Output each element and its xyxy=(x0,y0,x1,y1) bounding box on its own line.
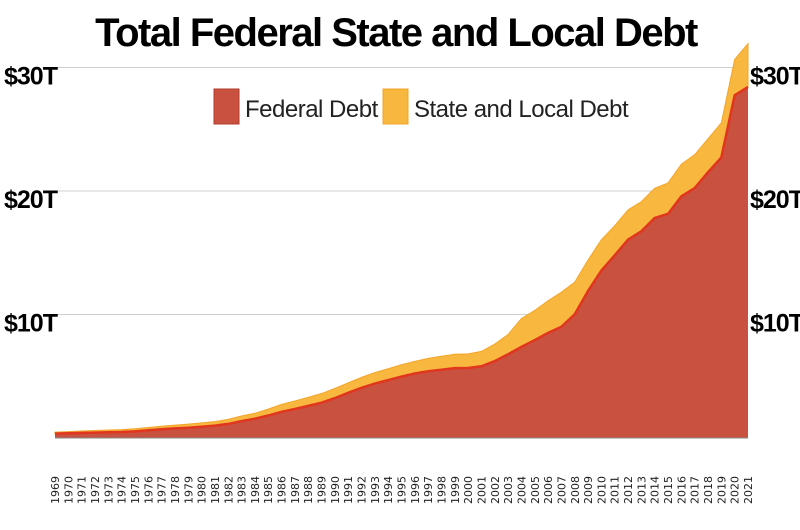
x-tick-label: 2005 xyxy=(529,476,542,504)
x-tick-label: 1988 xyxy=(302,476,315,504)
x-tick-label: 2018 xyxy=(702,476,715,504)
x-tick-label: 2019 xyxy=(715,476,728,504)
x-tick-label: 1983 xyxy=(236,476,249,504)
x-tick-label: 1998 xyxy=(435,476,448,504)
x-tick-label: 1987 xyxy=(289,476,302,504)
legend-label-federal-debt: Federal Debt xyxy=(245,96,379,123)
x-tick-label: 1997 xyxy=(422,476,435,504)
x-tick-label: 1982 xyxy=(222,476,235,504)
x-tick-label: 1975 xyxy=(129,476,142,504)
x-tick-label: 1985 xyxy=(262,476,275,504)
x-tick-label: 1991 xyxy=(342,476,355,504)
x-tick-label: 1969 xyxy=(49,476,62,504)
x-tick-label: 2020 xyxy=(729,476,742,504)
x-tick-label: 1980 xyxy=(196,476,209,504)
legend-swatch-federal-debt xyxy=(213,88,240,125)
x-tick-label: 1981 xyxy=(209,476,222,504)
x-tick-label: 1977 xyxy=(156,476,169,504)
x-tick-label: 1989 xyxy=(316,476,329,504)
x-tick-label: 1995 xyxy=(396,476,409,504)
x-tick-label: 1993 xyxy=(369,476,382,504)
y-tick-label-left-10: $10T xyxy=(4,310,58,338)
x-tick-label: 2013 xyxy=(635,476,648,504)
federal-debt-line xyxy=(54,85,749,435)
x-tick-label: 2017 xyxy=(689,476,702,504)
y-tick-label-left-20: $20T xyxy=(4,186,58,214)
x-tick-label: 2006 xyxy=(542,476,555,504)
x-tick-label: 2009 xyxy=(582,476,595,504)
legend-label-state-and-local-debt: State and Local Debt xyxy=(414,96,629,123)
x-tick-label: 2003 xyxy=(502,476,515,504)
x-tick-label: 2016 xyxy=(675,476,688,504)
chart-title: Total Federal State and Local Debt xyxy=(95,11,698,55)
x-tick-label: 2011 xyxy=(609,476,622,504)
y-tick-label-right-20: $20T xyxy=(750,186,800,214)
x-tick-label: 2001 xyxy=(475,476,488,504)
y-tick-label-right-30: $30T xyxy=(750,63,800,91)
x-tick-label: 2002 xyxy=(489,476,502,504)
x-tick-label: 2014 xyxy=(649,476,662,504)
x-tick-label: 2007 xyxy=(555,476,568,504)
y-tick-label-right-10: $10T xyxy=(750,310,800,338)
area-federal-debt xyxy=(55,86,748,439)
x-tick-label: 2000 xyxy=(462,476,475,504)
x-tick-label: 1978 xyxy=(169,476,182,504)
stacked-areas xyxy=(54,42,749,439)
x-tick-label: 2004 xyxy=(515,476,528,504)
x-tick-label: 1996 xyxy=(409,476,422,504)
x-tick-label: 2010 xyxy=(595,476,608,504)
x-tick-label: 2015 xyxy=(662,476,675,504)
y-tick-labels: $10T $10T $20T $20T $30T $30T xyxy=(4,63,800,338)
legend: Federal Debt State and Local Debt xyxy=(213,88,629,125)
x-tick-label: 1971 xyxy=(76,476,89,504)
x-tick-label: 1984 xyxy=(249,476,262,504)
y-tick-label-left-30: $30T xyxy=(4,63,58,91)
legend-swatch-state-and-local-debt xyxy=(382,88,409,125)
x-tick-label: 1992 xyxy=(356,476,369,504)
x-tick-label: 1990 xyxy=(329,476,342,504)
x-tick-label: 2021 xyxy=(742,476,755,504)
x-tick-label: 1976 xyxy=(142,476,155,504)
x-tick-label: 1973 xyxy=(102,476,115,504)
x-tick-label: 1974 xyxy=(116,476,129,504)
x-tick-label: 1970 xyxy=(62,476,75,504)
x-tick-label: 2008 xyxy=(569,476,582,504)
x-tick-label: 1994 xyxy=(382,476,395,504)
x-tick-label: 2012 xyxy=(622,476,635,504)
x-tick-labels: 1969 1970 1971 1972 1973 1974 1975 1976 1977 1978… xyxy=(49,476,755,504)
x-tick-label: 1986 xyxy=(276,476,289,504)
x-tick-label: 1979 xyxy=(182,476,195,504)
x-tick-label: 1999 xyxy=(449,476,462,504)
x-tick-label: 1972 xyxy=(89,476,102,504)
